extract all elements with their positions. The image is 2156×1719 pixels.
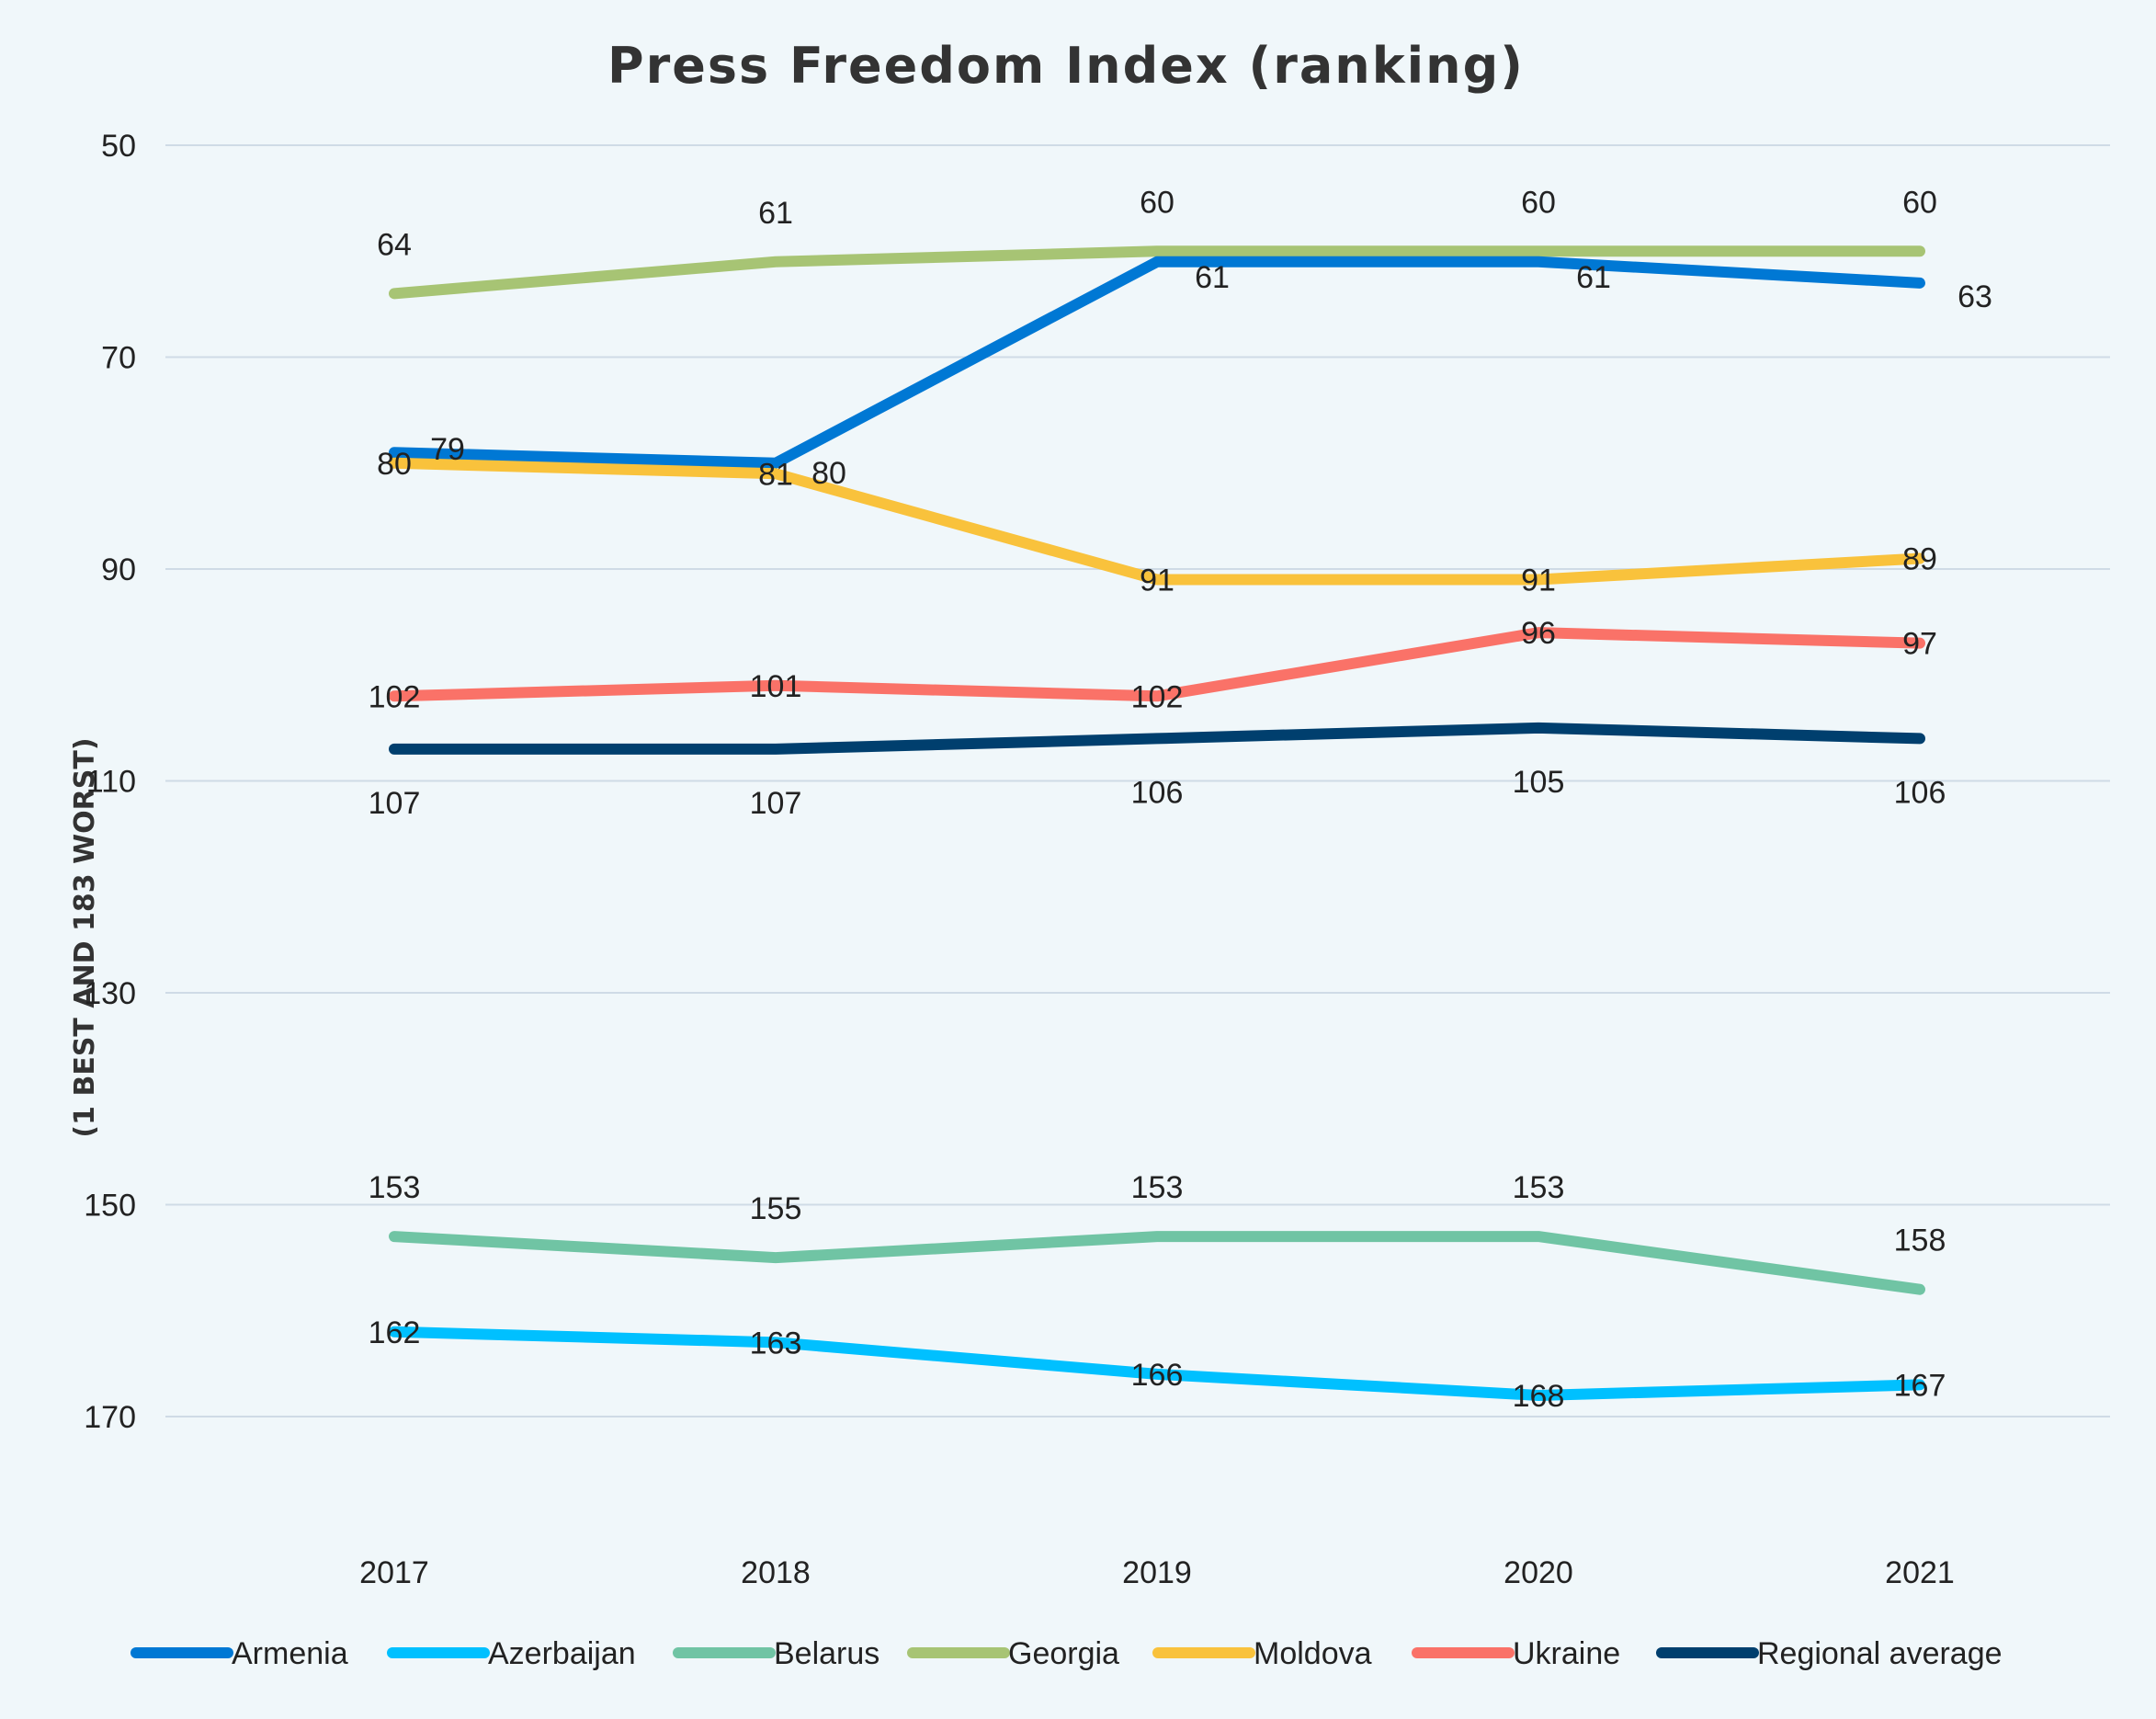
- legend-label: Regional average: [1757, 1636, 2003, 1671]
- data-labels: 79 80 61 61 63 162 163 166 168 167 153 155 153 153 158…: [369, 185, 1992, 1414]
- legend-label: Azerbaijan: [488, 1636, 636, 1671]
- y-tick-label: 110: [86, 765, 136, 800]
- y-tick-label: 170: [84, 1400, 136, 1435]
- series-line-ukraine: [389, 627, 1925, 702]
- data-label: 155: [750, 1191, 802, 1226]
- data-label: 168: [1513, 1379, 1565, 1414]
- data-label: 163: [750, 1326, 802, 1360]
- data-label: 162: [369, 1315, 421, 1350]
- data-label: 80: [811, 456, 846, 491]
- data-label: 107: [750, 786, 802, 821]
- data-label: 61: [1576, 260, 1611, 295]
- legend-item-armenia: Armenia: [130, 1636, 348, 1671]
- y-tick-label: 130: [84, 976, 136, 1011]
- chart-title: Press Freedom Index (ranking): [607, 37, 1525, 95]
- legend-label: Belarus: [774, 1636, 879, 1671]
- series-lines: [389, 245, 1925, 1401]
- series-line-belarus: [389, 1231, 1925, 1295]
- x-tick-label: 2020: [1504, 1555, 1573, 1590]
- legend-item-moldova: Moldova: [1152, 1636, 1372, 1671]
- data-label: 97: [1902, 627, 1937, 662]
- data-label: 102: [369, 679, 421, 714]
- y-axis-ticks: 50 70 90 110 130 150 170: [84, 129, 136, 1435]
- data-label: 96: [1521, 616, 1556, 651]
- series-line-georgia: [389, 245, 1925, 300]
- x-axis-ticks: 2017 2018 2019 2020 2021: [359, 1555, 1955, 1590]
- data-label: 60: [1902, 185, 1937, 220]
- legend-label: Georgia: [1008, 1636, 1119, 1671]
- data-label: 60: [1140, 185, 1174, 220]
- x-tick-label: 2019: [1122, 1555, 1192, 1590]
- data-label: 106: [1894, 775, 1946, 810]
- data-label: 153: [369, 1170, 421, 1205]
- y-tick-label: 90: [101, 552, 136, 587]
- data-label: 101: [750, 669, 802, 704]
- x-tick-label: 2017: [359, 1555, 429, 1590]
- data-label: 166: [1131, 1358, 1184, 1393]
- data-label: 61: [1195, 260, 1230, 295]
- legend-item-azerbaijan: Azerbaijan: [387, 1636, 636, 1671]
- data-label: 105: [1513, 765, 1565, 800]
- legend-label: Moldova: [1254, 1636, 1372, 1671]
- data-label: 79: [430, 432, 465, 467]
- legend-item-georgia: Georgia: [907, 1636, 1119, 1671]
- data-label: 102: [1131, 679, 1184, 714]
- data-label: 61: [758, 196, 793, 231]
- data-label: 91: [1521, 564, 1556, 598]
- series-line-regional-average: [389, 722, 1925, 755]
- legend-item-belarus: Belarus: [673, 1636, 879, 1671]
- legend: Armenia Azerbaijan Belarus Georgia Moldova Uk…: [130, 1636, 2003, 1671]
- data-label: 91: [1140, 564, 1174, 598]
- data-label: 89: [1902, 541, 1937, 576]
- data-label: 167: [1894, 1368, 1946, 1403]
- data-label: 153: [1131, 1170, 1184, 1205]
- y-axis-label: (1 BEST AND 183 WORST): [69, 737, 101, 1137]
- series-line-moldova: [389, 457, 1925, 586]
- data-label: 63: [1957, 279, 1992, 314]
- legend-label: Armenia: [232, 1636, 348, 1671]
- series-line-armenia: [389, 256, 1925, 469]
- legend-item-regional-average: Regional average: [1656, 1636, 2003, 1671]
- x-tick-label: 2021: [1885, 1555, 1955, 1590]
- legend-item-ukraine: Ukraine: [1412, 1636, 1620, 1671]
- y-tick-label: 150: [84, 1189, 136, 1224]
- data-label: 80: [377, 447, 412, 482]
- y-tick-label: 50: [101, 129, 136, 164]
- data-label: 153: [1513, 1170, 1565, 1205]
- data-label: 106: [1131, 775, 1184, 810]
- data-label: 64: [377, 227, 412, 262]
- legend-label: Ukraine: [1513, 1636, 1620, 1671]
- data-label: 81: [758, 457, 793, 492]
- data-label: 158: [1894, 1224, 1946, 1258]
- data-label: 60: [1521, 185, 1556, 220]
- data-label: 107: [369, 786, 421, 821]
- x-tick-label: 2018: [741, 1555, 811, 1590]
- series-line-azerbaijan: [389, 1326, 1925, 1401]
- y-tick-label: 70: [101, 341, 136, 376]
